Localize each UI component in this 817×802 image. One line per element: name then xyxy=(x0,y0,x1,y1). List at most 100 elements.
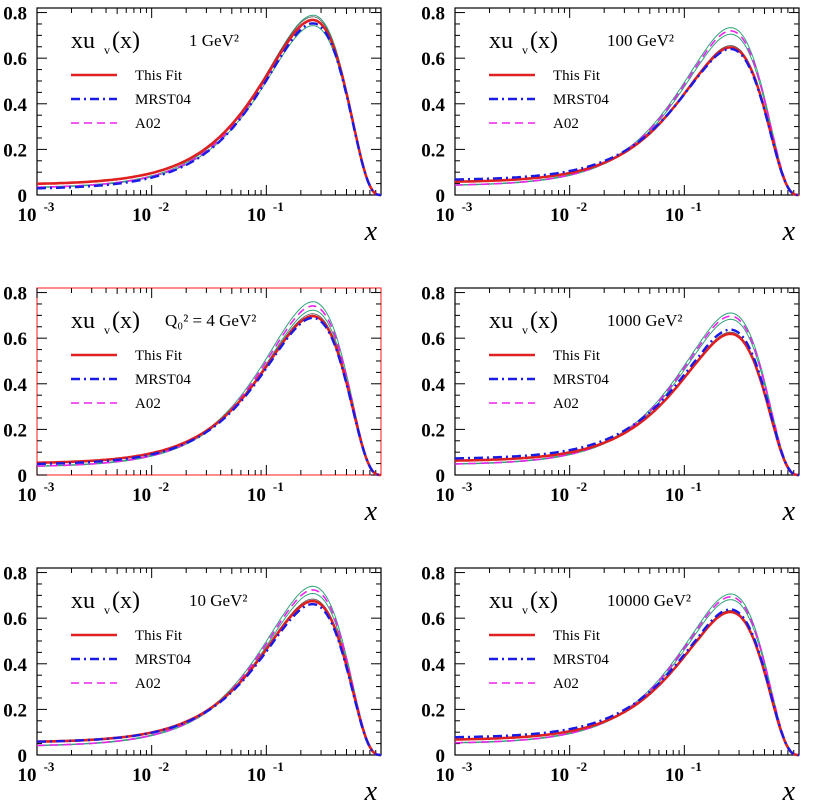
legend-label: A02 xyxy=(135,396,161,412)
x-tick-label: 10 xyxy=(247,765,266,786)
x-tick-exponent: -1 xyxy=(691,759,702,774)
plot-frame xyxy=(36,287,382,476)
x-axis-label: x xyxy=(364,776,378,802)
legend-label: This Fit xyxy=(553,68,601,84)
quantity-argument: (x) xyxy=(112,588,140,614)
y-tick-label: 0.6 xyxy=(3,49,27,70)
quantity-subscript: v xyxy=(104,603,110,617)
x-tick-label: 10 xyxy=(132,205,151,226)
x-tick-label: 10 xyxy=(436,485,455,506)
x-tick-exponent: -2 xyxy=(576,479,587,494)
x-tick-label: 10 xyxy=(665,485,684,506)
y-tick-label: 0.8 xyxy=(421,284,445,305)
y-tick-label: 0 xyxy=(436,466,446,487)
x-axis-label: x xyxy=(364,496,378,527)
x-tick-label: 10 xyxy=(436,765,455,786)
quantity-subscript: v xyxy=(522,43,528,57)
series-this-fit xyxy=(454,610,800,757)
series-mrst04 xyxy=(455,328,800,477)
x-tick-label: 10 xyxy=(550,205,569,226)
y-tick-label: 0.8 xyxy=(421,564,445,585)
quantity-argument: (x) xyxy=(112,28,140,54)
legend-label: This Fit xyxy=(553,348,601,364)
x-tick-exponent: -3 xyxy=(462,479,473,494)
x-tick-label: 10 xyxy=(247,205,266,226)
panel-scale-label: 10000 GeV² xyxy=(607,591,691,610)
plot-frame xyxy=(454,567,800,756)
x-tick-label: 10 xyxy=(18,765,37,786)
series-mrst04 xyxy=(37,316,382,477)
y-tick-label: 0 xyxy=(436,186,446,207)
legend-label: MRST04 xyxy=(553,372,609,388)
x-tick-exponent: -2 xyxy=(576,199,587,214)
y-tick-label: 0.6 xyxy=(421,49,445,70)
series-mrst04 xyxy=(36,602,382,757)
series-a02 xyxy=(37,589,382,756)
x-tick-exponent: -2 xyxy=(158,479,169,494)
x-tick-exponent: -3 xyxy=(44,479,55,494)
x-tick-exponent: -3 xyxy=(462,199,473,214)
quantity-label: xu xyxy=(71,308,95,334)
quantity-argument: (x) xyxy=(112,308,140,334)
quantity-label: xu xyxy=(71,588,95,614)
x-tick-label: 10 xyxy=(247,485,266,506)
y-tick-label: 0.4 xyxy=(3,655,27,676)
x-tick-exponent: -2 xyxy=(158,199,169,214)
x-tick-label: 10 xyxy=(436,205,455,226)
quantity-label: xu xyxy=(71,28,95,54)
panel-2: 0 0.2 0.4 0.6 0.8 10 -3 10 -2 10 -1 x xu v (x) 100 GeV²… xyxy=(421,4,800,247)
y-tick-label: 0.6 xyxy=(421,609,445,630)
x-tick-exponent: -3 xyxy=(44,199,55,214)
series-mrst04 xyxy=(37,22,382,197)
fit-band-upper xyxy=(36,313,382,476)
y-tick-label: 0.4 xyxy=(3,375,27,396)
y-tick-label: 0.6 xyxy=(421,329,445,350)
x-axis-label: x xyxy=(782,776,796,802)
series-a02 xyxy=(455,30,800,196)
legend-label: MRST04 xyxy=(553,652,609,668)
y-tick-label: 0 xyxy=(436,746,446,767)
y-tick-label: 0.2 xyxy=(421,420,445,441)
legend-label: MRST04 xyxy=(553,92,609,108)
series-mrst04 xyxy=(455,47,800,197)
series-a02 xyxy=(37,305,382,476)
x-tick-exponent: -2 xyxy=(158,759,169,774)
panel-4: 0 0.2 0.4 0.6 0.8 10 -3 10 -2 10 -1 x xu v (x) 1000 GeV… xyxy=(421,284,800,527)
y-tick-label: 0.2 xyxy=(3,140,27,161)
panel-5: 0 0.2 0.4 0.6 0.8 10 -3 10 -2 10 -1 x xu v (x) 10 GeV² T… xyxy=(3,564,382,802)
panel-scale-label: 100 GeV² xyxy=(607,31,674,50)
y-tick-label: 0.8 xyxy=(3,4,27,25)
x-tick-exponent: -1 xyxy=(273,479,284,494)
x-tick-label: 10 xyxy=(550,485,569,506)
quantity-subscript: v xyxy=(522,603,528,617)
y-tick-label: 0 xyxy=(18,746,28,767)
quantity-subscript: v xyxy=(104,43,110,57)
series-this-fit xyxy=(36,314,382,477)
quantity-label: xu xyxy=(489,308,513,334)
panel-scale-label: Q₀² = 4 GeV² xyxy=(165,311,256,330)
panel-1: 0 0.2 0.4 0.6 0.8 10 -3 10 -2 10 -1 x xu v (x) 1 GeV² Th… xyxy=(3,4,382,247)
panel-3: 0 0.2 0.4 0.6 0.8 10 -3 10 -2 10 -1 x xu v (x) Q₀² = 4 … xyxy=(3,284,382,527)
x-tick-label: 10 xyxy=(665,205,684,226)
legend-label: This Fit xyxy=(135,628,183,644)
x-tick-exponent: -1 xyxy=(691,479,702,494)
series-this-fit xyxy=(36,18,382,197)
y-tick-label: 0.2 xyxy=(3,700,27,721)
y-tick-label: 0 xyxy=(18,466,28,487)
x-tick-exponent: -1 xyxy=(691,199,702,214)
series-mrst04 xyxy=(455,608,800,757)
error-band-lower xyxy=(455,33,800,196)
series-this-fit xyxy=(36,599,382,757)
legend-label: MRST04 xyxy=(135,372,191,388)
y-tick-label: 0.6 xyxy=(3,329,27,350)
legend-label: This Fit xyxy=(135,68,183,84)
quantity-argument: (x) xyxy=(530,308,558,334)
y-tick-label: 0.4 xyxy=(3,95,27,116)
quantity-argument: (x) xyxy=(530,588,558,614)
error-band-upper xyxy=(454,312,800,476)
series-this-fit xyxy=(455,332,800,477)
plot-frame xyxy=(454,7,800,196)
x-tick-exponent: -2 xyxy=(576,759,587,774)
plot-frame xyxy=(36,567,382,756)
y-tick-label: 0.4 xyxy=(421,655,445,676)
